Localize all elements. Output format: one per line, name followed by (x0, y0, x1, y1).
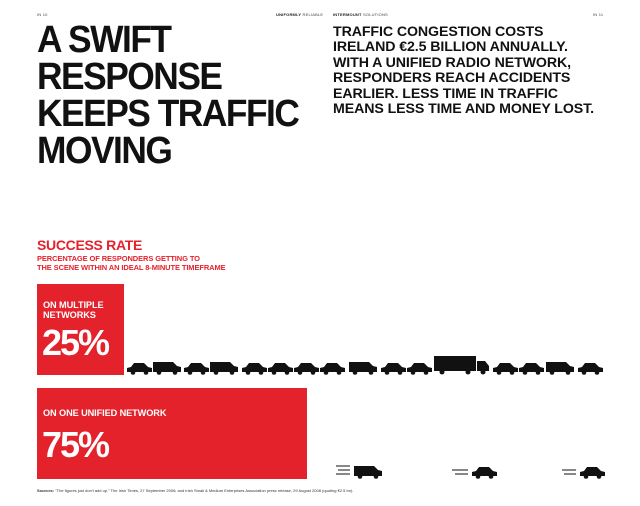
intro-statement: TRAFFIC CONGESTION COSTS IRELAND €2.5 BI… (333, 24, 623, 118)
headline-line: KEEPS TRAFFIC (37, 93, 300, 135)
unified-network-bar: ON ONE UNIFIED NETWORK 75% (37, 388, 307, 479)
success-rate-title: SUCCESS RATE (37, 237, 143, 253)
headline-line: A SWIFT (37, 19, 172, 61)
intro-line: MEANS LESS TIME AND MONEY LOST. (333, 101, 594, 118)
subtitle-line: THE SCENE WITHIN AN IDEAL 8-MINUTE TIMEF… (37, 263, 226, 272)
congested-traffic (127, 356, 603, 375)
car-icon (407, 363, 432, 375)
speeding-van-icon (336, 465, 382, 479)
success-rate-subtitle: PERCENTAGE OF RESPONDERS GETTING TO THE … (37, 254, 226, 272)
bar-label: ON MULTIPLE NETWORKS (43, 300, 104, 320)
sources-text: "The figures just don't add up," The Iri… (55, 488, 354, 493)
bar-value: 75% (42, 424, 110, 465)
car-icon (381, 363, 406, 375)
van-icon (546, 362, 574, 375)
intro-line: EARLIER. LESS TIME IN TRAFFIC (333, 85, 558, 102)
subtitle-line: PERCENTAGE OF RESPONDERS GETTING TO (37, 254, 200, 263)
right-page-number: IN 11 (593, 12, 604, 17)
truck-icon (434, 356, 489, 375)
headline-line: RESPONSE (37, 56, 223, 98)
right-running-header: INTERMOUNT SOLUTIONS (333, 12, 388, 17)
intro-line: WITH A UNIFIED RADIO NETWORK, (333, 54, 572, 71)
sources-note: Sources: "The figures just don't add up,… (37, 488, 353, 493)
car-icon (268, 363, 293, 375)
bar-label: ON ONE UNIFIED NETWORK (43, 408, 167, 418)
car-icon (493, 363, 518, 375)
right-section-light: SOLUTIONS (362, 12, 388, 17)
intro-line: TRAFFIC CONGESTION COSTS (333, 24, 544, 40)
left-running-header: UNIFORMLY RELIABLE (276, 12, 323, 17)
van-icon (349, 362, 377, 375)
van-icon (153, 362, 181, 375)
car-icon (184, 363, 209, 375)
right-section-bold: INTERMOUNT (333, 12, 362, 17)
intro-line: RESPONDERS REACH ACCIDENTS (333, 70, 571, 87)
car-icon (320, 363, 345, 375)
multiple-networks-bar: ON MULTIPLE NETWORKS 25% (37, 284, 124, 375)
car-icon (127, 363, 152, 375)
car-icon (519, 363, 544, 375)
left-section-bold: UNIFORMLY (276, 12, 302, 17)
car-icon (578, 363, 603, 375)
left-section-light: RELIABLE (302, 12, 324, 17)
speeding-car-icon (452, 467, 497, 479)
car-icon (242, 363, 267, 375)
headline-line: MOVING (37, 130, 173, 172)
van-icon (210, 362, 238, 375)
left-page-number: IN 10 (37, 12, 48, 17)
sources-label: Sources: (37, 488, 55, 493)
speeding-car-icon (562, 467, 605, 479)
bar-value: 25% (42, 322, 110, 363)
intro-line: IRELAND €2.5 BILLION ANNUALLY. (333, 39, 568, 56)
car-icon (294, 363, 319, 375)
page-headline: A SWIFT RESPONSE KEEPS TRAFFIC MOVING (37, 19, 300, 172)
moving-traffic (336, 465, 605, 479)
